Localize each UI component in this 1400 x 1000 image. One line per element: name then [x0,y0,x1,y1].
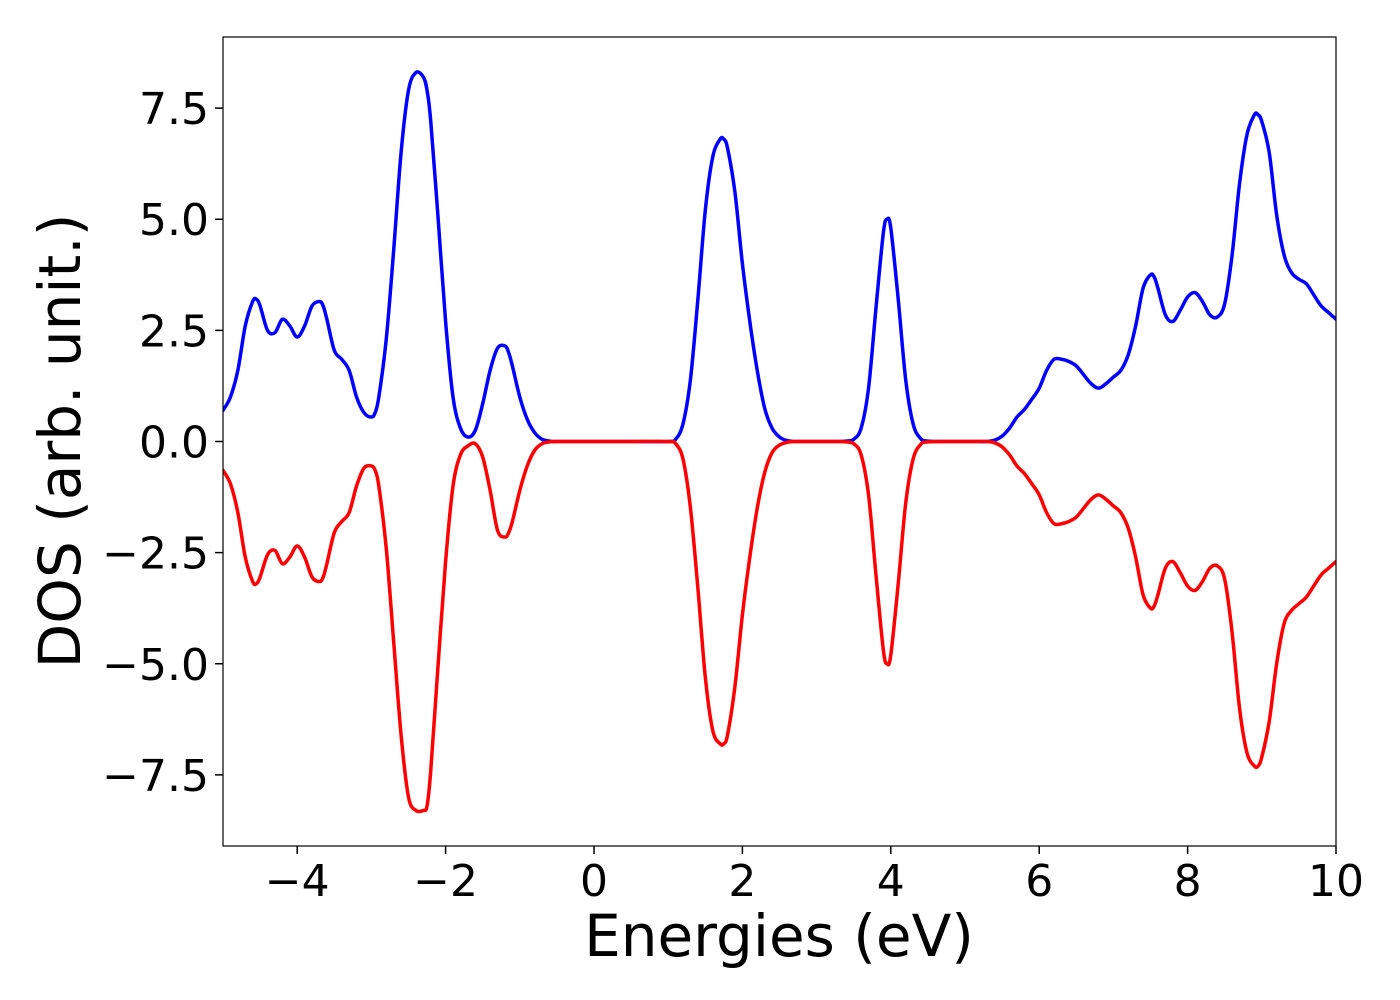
x-tick-label: 0 [580,856,608,907]
x-tick-label: 8 [1174,856,1202,907]
x-tick-label: 4 [877,856,905,907]
plot-frame [222,36,1337,847]
y-tick-label: −5.0 [102,640,209,691]
y-tick-label: 7.5 [139,84,209,135]
y-tick-label: 5.0 [139,195,209,246]
y-tick-label: −2.5 [102,529,209,580]
series-line-0 [223,70,1336,444]
x-tick-label: −4 [265,856,330,907]
y-axis: −7.5 −5.0 −2.5 0.0 2.5 5.0 7.5 [102,84,223,802]
y-axis-label: DOS (arb. unit.) [26,214,94,669]
x-axis: −4 −2 0 2 4 6 8 10 [265,846,1364,907]
series-layer [223,70,1336,814]
x-axis-label: Energies (eV) [584,902,974,970]
y-tick-label: 0.0 [139,418,209,469]
x-tick-label: −2 [413,856,478,907]
x-tick-label: 10 [1308,856,1364,907]
x-tick-label: 6 [1025,856,1053,907]
y-tick-label: −7.5 [102,751,209,802]
series-line-1 [223,439,1336,814]
x-tick-label: 2 [728,856,756,907]
y-tick-label: 2.5 [139,306,209,357]
